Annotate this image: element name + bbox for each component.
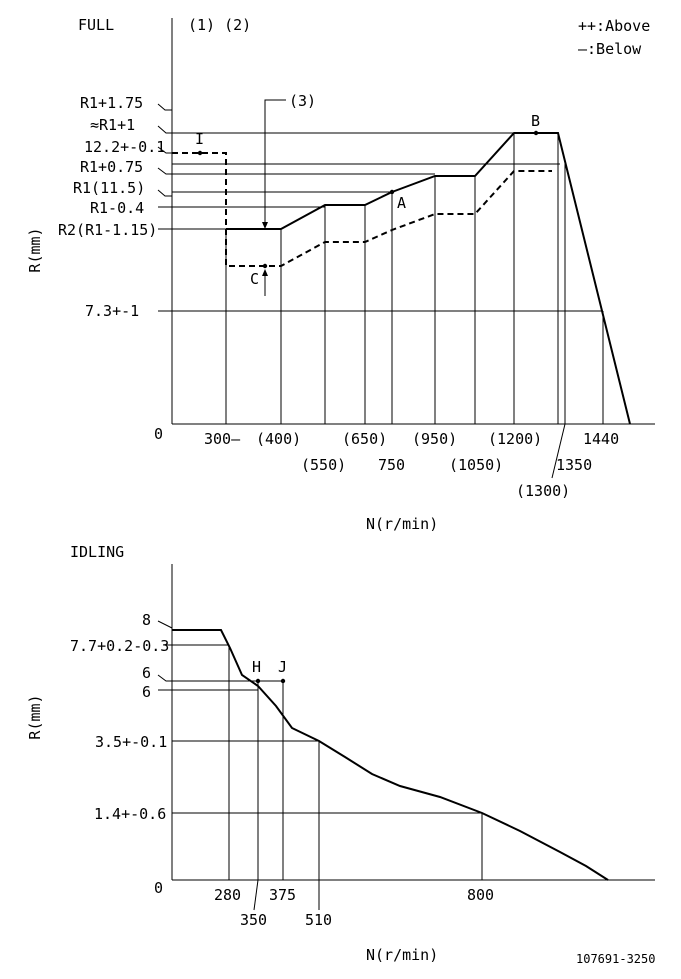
callout-3-label: (3) (289, 92, 316, 110)
idling-y-axis-title: R(mm) (26, 694, 44, 739)
full-x-axis-title: N(r/min) (366, 515, 438, 533)
idling-x-label: 800 (467, 886, 494, 904)
full-y-label: R1-0.4 (90, 199, 144, 217)
idling-x-label: 350 (240, 911, 267, 929)
full-x-label: 750 (378, 456, 405, 474)
point-b-label: B (531, 112, 540, 130)
idling-x-label: 280 (214, 886, 241, 904)
point-i-label: I (195, 130, 204, 148)
point-b-marker (533, 130, 539, 136)
full-x-label: (1300) (516, 482, 570, 500)
leader-line (253, 879, 259, 911)
full-load-curve (226, 132, 631, 425)
point-i-marker (197, 150, 203, 156)
full-x-label: (950) (412, 430, 457, 448)
point-c-marker (262, 263, 268, 269)
full-chart: FULL (1) (2) ++:Above —:Below 0 R(mm) R1… (26, 16, 655, 533)
idling-y-label: 3.5+-0.1 (95, 733, 167, 751)
full-title: FULL (78, 16, 114, 34)
full-zero-label: 0 (154, 425, 163, 443)
full-x-label: (400) (256, 430, 301, 448)
full-y-label: R1(11.5) (73, 179, 145, 197)
full-x-label: (550) (301, 456, 346, 474)
idling-x-axis-title: N(r/min) (366, 946, 438, 964)
full-y-axis-title: R(mm) (26, 227, 44, 272)
full-y-label: 7.3+-1 (85, 302, 139, 320)
point-a-label: A (397, 194, 406, 212)
idling-zero-label: 0 (154, 879, 163, 897)
idling-y-label: 6 (142, 664, 151, 682)
idling-y-label: 6 (142, 683, 151, 701)
leader-line (157, 146, 172, 154)
idling-x-label: 375 (269, 886, 296, 904)
callout-3-line (264, 99, 286, 225)
legend-below: —:Below (578, 40, 642, 58)
point-j-label: J (278, 658, 287, 676)
leader-line (551, 423, 566, 479)
point-c-label: C (250, 270, 259, 288)
idling-y-label: 8 (142, 611, 151, 629)
callout-c-arrowhead (262, 269, 268, 276)
idling-y-label: 7.7+0.2-0.3 (70, 637, 169, 655)
full-x-label: (650) (342, 430, 387, 448)
full-y-label: ≈R1+1 (90, 116, 135, 134)
legend-above: ++:Above (578, 17, 650, 35)
idling-chart: IDLING 0 R(mm) 8 7.7+0.2-0.3 6 6 3.5+-0.… (26, 543, 655, 964)
leader-line (157, 125, 172, 134)
leader-line (157, 103, 172, 111)
point-h-marker (255, 678, 261, 684)
full-load-lower-curve (172, 152, 552, 267)
full-x-label: 300— (204, 430, 241, 448)
leader-line (157, 167, 172, 175)
drawing-code: 107691-3250 (576, 952, 655, 966)
full-reference-lines (172, 132, 603, 312)
full-x-label: 1350 (556, 456, 592, 474)
full-y-label: R1+0.75 (80, 158, 143, 176)
full-x-label: (1050) (449, 456, 503, 474)
leader-line (157, 674, 172, 682)
full-notes: (1) (2) (188, 16, 251, 34)
idling-x-label: 510 (305, 911, 332, 929)
point-j-marker (280, 678, 286, 684)
full-y-label: R2(R1-1.15) (58, 221, 157, 239)
full-x-label: (1200) (488, 430, 542, 448)
callout-3-arrowhead (262, 222, 268, 229)
full-y-label: 12.2+-0.1 (84, 138, 165, 156)
point-a-marker (389, 189, 395, 195)
idling-curve (172, 629, 609, 881)
full-y-label: R1+1.75 (80, 94, 143, 112)
leader-line (157, 189, 172, 197)
leader-line (157, 620, 173, 629)
point-h-label: H (252, 658, 261, 676)
idling-title: IDLING (70, 543, 124, 561)
idling-y-label: 1.4+-0.6 (94, 805, 166, 823)
full-vertical-lines (225, 133, 604, 424)
full-x-label: 1440 (583, 430, 619, 448)
